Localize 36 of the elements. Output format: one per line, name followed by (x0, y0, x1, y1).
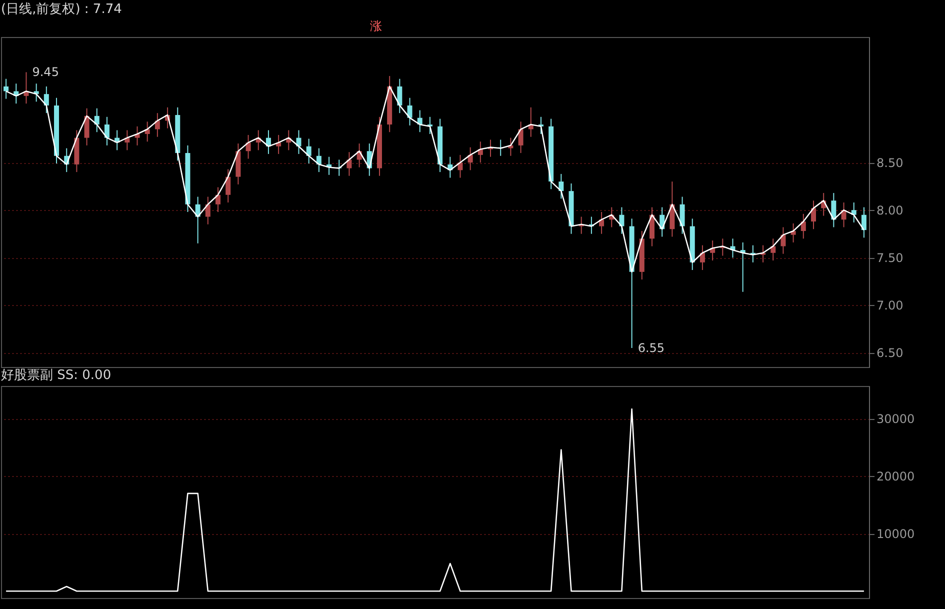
candlestick (599, 211, 604, 234)
y-tick-label: 10000 (876, 527, 915, 542)
candlestick (851, 202, 856, 223)
candlestick (800, 213, 806, 240)
y-tick-label: 7.00 (876, 298, 904, 313)
candlestick (84, 108, 90, 146)
candlestick (226, 168, 231, 203)
y-tick-label: 30000 (876, 412, 915, 426)
y-tick-label: 8.50 (876, 156, 904, 170)
candlestick (810, 200, 816, 230)
candlestick (306, 138, 312, 164)
candlestick (700, 244, 705, 270)
candlestick (216, 186, 220, 212)
annotation: 6.55 (638, 340, 665, 355)
candlestick (104, 116, 110, 146)
candlestick (680, 196, 685, 234)
candlestick (44, 86, 49, 114)
candlestick (518, 121, 524, 154)
annotation: 9.45 (32, 65, 59, 80)
chart-title: (日线,前复权) : 7.74 (1, 2, 122, 17)
line-series (5, 86, 865, 273)
chart-title: 好股票副 SS: 0.00 (1, 368, 112, 383)
line-series (5, 408, 865, 592)
candlestick (770, 238, 776, 261)
y-tick-label: 8.00 (876, 204, 904, 218)
text: 涨 (370, 19, 382, 33)
candlestick (619, 206, 624, 234)
y-tick-label: 6.50 (876, 346, 904, 360)
candlestick (94, 108, 100, 133)
y-tick-label: 7.50 (876, 251, 904, 266)
candlestick (861, 206, 866, 238)
candlestick (4, 78, 9, 100)
y-tick-label: 20000 (876, 470, 915, 484)
candlestick (558, 173, 564, 200)
candlestick (397, 78, 402, 114)
candlestick (407, 97, 412, 126)
